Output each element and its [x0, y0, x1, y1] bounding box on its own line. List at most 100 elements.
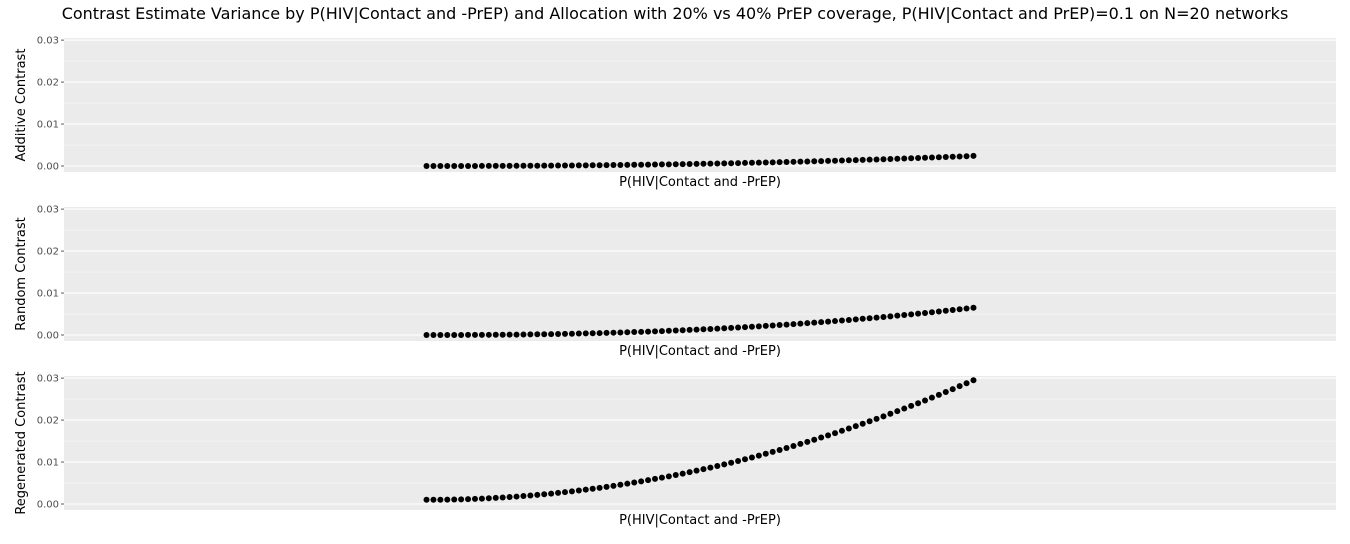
data-point [721, 461, 728, 468]
data-point [430, 162, 437, 169]
data-point [797, 320, 804, 327]
x-axis-label: P(HIV|Contact and -PrEP) [619, 175, 781, 190]
data-point [645, 328, 652, 335]
data-point [610, 482, 617, 489]
x-axis-label: P(HIV|Contact and -PrEP) [619, 513, 781, 528]
data-point [873, 314, 880, 321]
data-point [928, 309, 935, 316]
data-point [790, 158, 797, 165]
data-point [596, 330, 603, 337]
data-point [845, 316, 852, 323]
data-point [506, 162, 513, 169]
data-point [776, 446, 783, 453]
data-point [582, 330, 589, 337]
data-point [942, 389, 949, 396]
data-point [700, 466, 707, 473]
data-point [797, 440, 804, 447]
y-tick-label: 0.02 [37, 416, 59, 427]
data-point [742, 456, 749, 463]
panel-background [64, 38, 1336, 172]
data-point [458, 496, 465, 503]
data-point [624, 480, 631, 487]
data-point [832, 430, 839, 437]
data-point [631, 161, 638, 168]
data-point [762, 450, 769, 457]
data-point [825, 318, 832, 325]
data-point [645, 161, 652, 168]
data-point [548, 331, 555, 338]
data-point [575, 162, 582, 169]
data-point [624, 329, 631, 336]
data-point [818, 434, 825, 441]
data-point [949, 307, 956, 314]
data-point [458, 162, 465, 169]
data-point [499, 331, 506, 338]
panel-1: 0.00 0.01 0.02 0.03 Additive Contrast P(HIV|C… [14, 36, 1336, 190]
data-point [804, 438, 811, 445]
data-point [838, 157, 845, 164]
y-tick-label: 0.02 [37, 78, 59, 89]
data-point [686, 469, 693, 476]
data-point [922, 154, 929, 161]
data-point [631, 479, 638, 486]
data-point [527, 492, 534, 499]
data-point [852, 157, 859, 164]
data-point [970, 152, 977, 159]
data-point [915, 155, 922, 162]
data-point [645, 477, 652, 484]
data-point [548, 162, 555, 169]
data-point [956, 153, 963, 160]
data-point [596, 162, 603, 169]
data-point [970, 377, 977, 384]
data-point [582, 486, 589, 493]
data-point [790, 442, 797, 449]
data-point [534, 491, 541, 498]
data-point [437, 162, 444, 169]
data-point [610, 162, 617, 169]
data-point [873, 415, 880, 422]
data-point [672, 471, 679, 478]
data-point [492, 162, 499, 169]
data-point [465, 162, 472, 169]
data-point [492, 494, 499, 501]
data-point [568, 330, 575, 337]
data-point [970, 304, 977, 311]
data-point [838, 317, 845, 324]
data-point [818, 319, 825, 326]
data-point [887, 410, 894, 417]
data-point [589, 485, 596, 492]
data-point [852, 423, 859, 430]
data-point [949, 153, 956, 160]
data-point [707, 464, 714, 471]
data-point [956, 383, 963, 390]
data-point [901, 312, 908, 319]
data-point [894, 312, 901, 319]
data-point [700, 160, 707, 167]
data-point [735, 324, 742, 331]
data-point [748, 323, 755, 330]
y-tick-label: 0.01 [37, 120, 59, 131]
data-point [541, 162, 548, 169]
data-point [679, 327, 686, 334]
data-point [762, 159, 769, 166]
panel-background [64, 376, 1336, 510]
data-point [513, 331, 520, 338]
data-point [506, 331, 513, 338]
data-point [811, 436, 818, 443]
data-point [451, 496, 458, 503]
data-point [665, 327, 672, 334]
data-point [707, 160, 714, 167]
data-point [908, 155, 915, 162]
panel-3: 0.00 0.01 0.02 0.03 Regenerated Contrast P(HI… [14, 371, 1336, 528]
y-tick-label: 0.03 [37, 205, 59, 216]
data-point [617, 329, 624, 336]
data-point [804, 320, 811, 327]
data-point [534, 162, 541, 169]
data-point [658, 474, 665, 481]
data-point [755, 452, 762, 459]
data-point [582, 162, 589, 169]
data-point [430, 496, 437, 503]
data-point [728, 324, 735, 331]
data-point [555, 489, 562, 496]
data-point [603, 329, 610, 336]
